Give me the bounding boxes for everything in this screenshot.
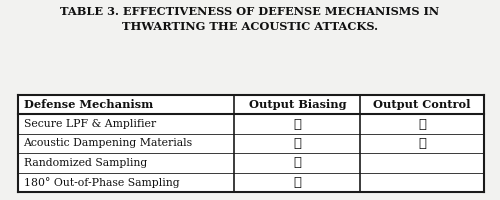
Bar (18, 95, 484, 192)
Text: Output Biasing: Output Biasing (248, 99, 346, 110)
Text: Defense Mechanism: Defense Mechanism (24, 99, 153, 110)
Text: Randomized Sampling: Randomized Sampling (24, 158, 147, 168)
Text: TABLE 3. EFFECTIVENESS OF DEFENSE MECHANISMS IN
THWARTING THE ACOUSTIC ATTACKS.: TABLE 3. EFFECTIVENESS OF DEFENSE MECHAN… (60, 6, 440, 32)
Text: Secure LPF & Amplifier: Secure LPF & Amplifier (24, 119, 156, 129)
Text: ✓: ✓ (294, 156, 302, 169)
Text: Output Control: Output Control (374, 99, 471, 110)
Text: 180° Out-of-Phase Sampling: 180° Out-of-Phase Sampling (24, 177, 179, 188)
Text: Acoustic Dampening Materials: Acoustic Dampening Materials (24, 138, 192, 148)
Text: ✓: ✓ (418, 137, 426, 150)
Text: ✓: ✓ (294, 118, 302, 131)
Text: ✓: ✓ (418, 118, 426, 131)
Text: ✓: ✓ (294, 176, 302, 189)
Text: ✓: ✓ (294, 137, 302, 150)
